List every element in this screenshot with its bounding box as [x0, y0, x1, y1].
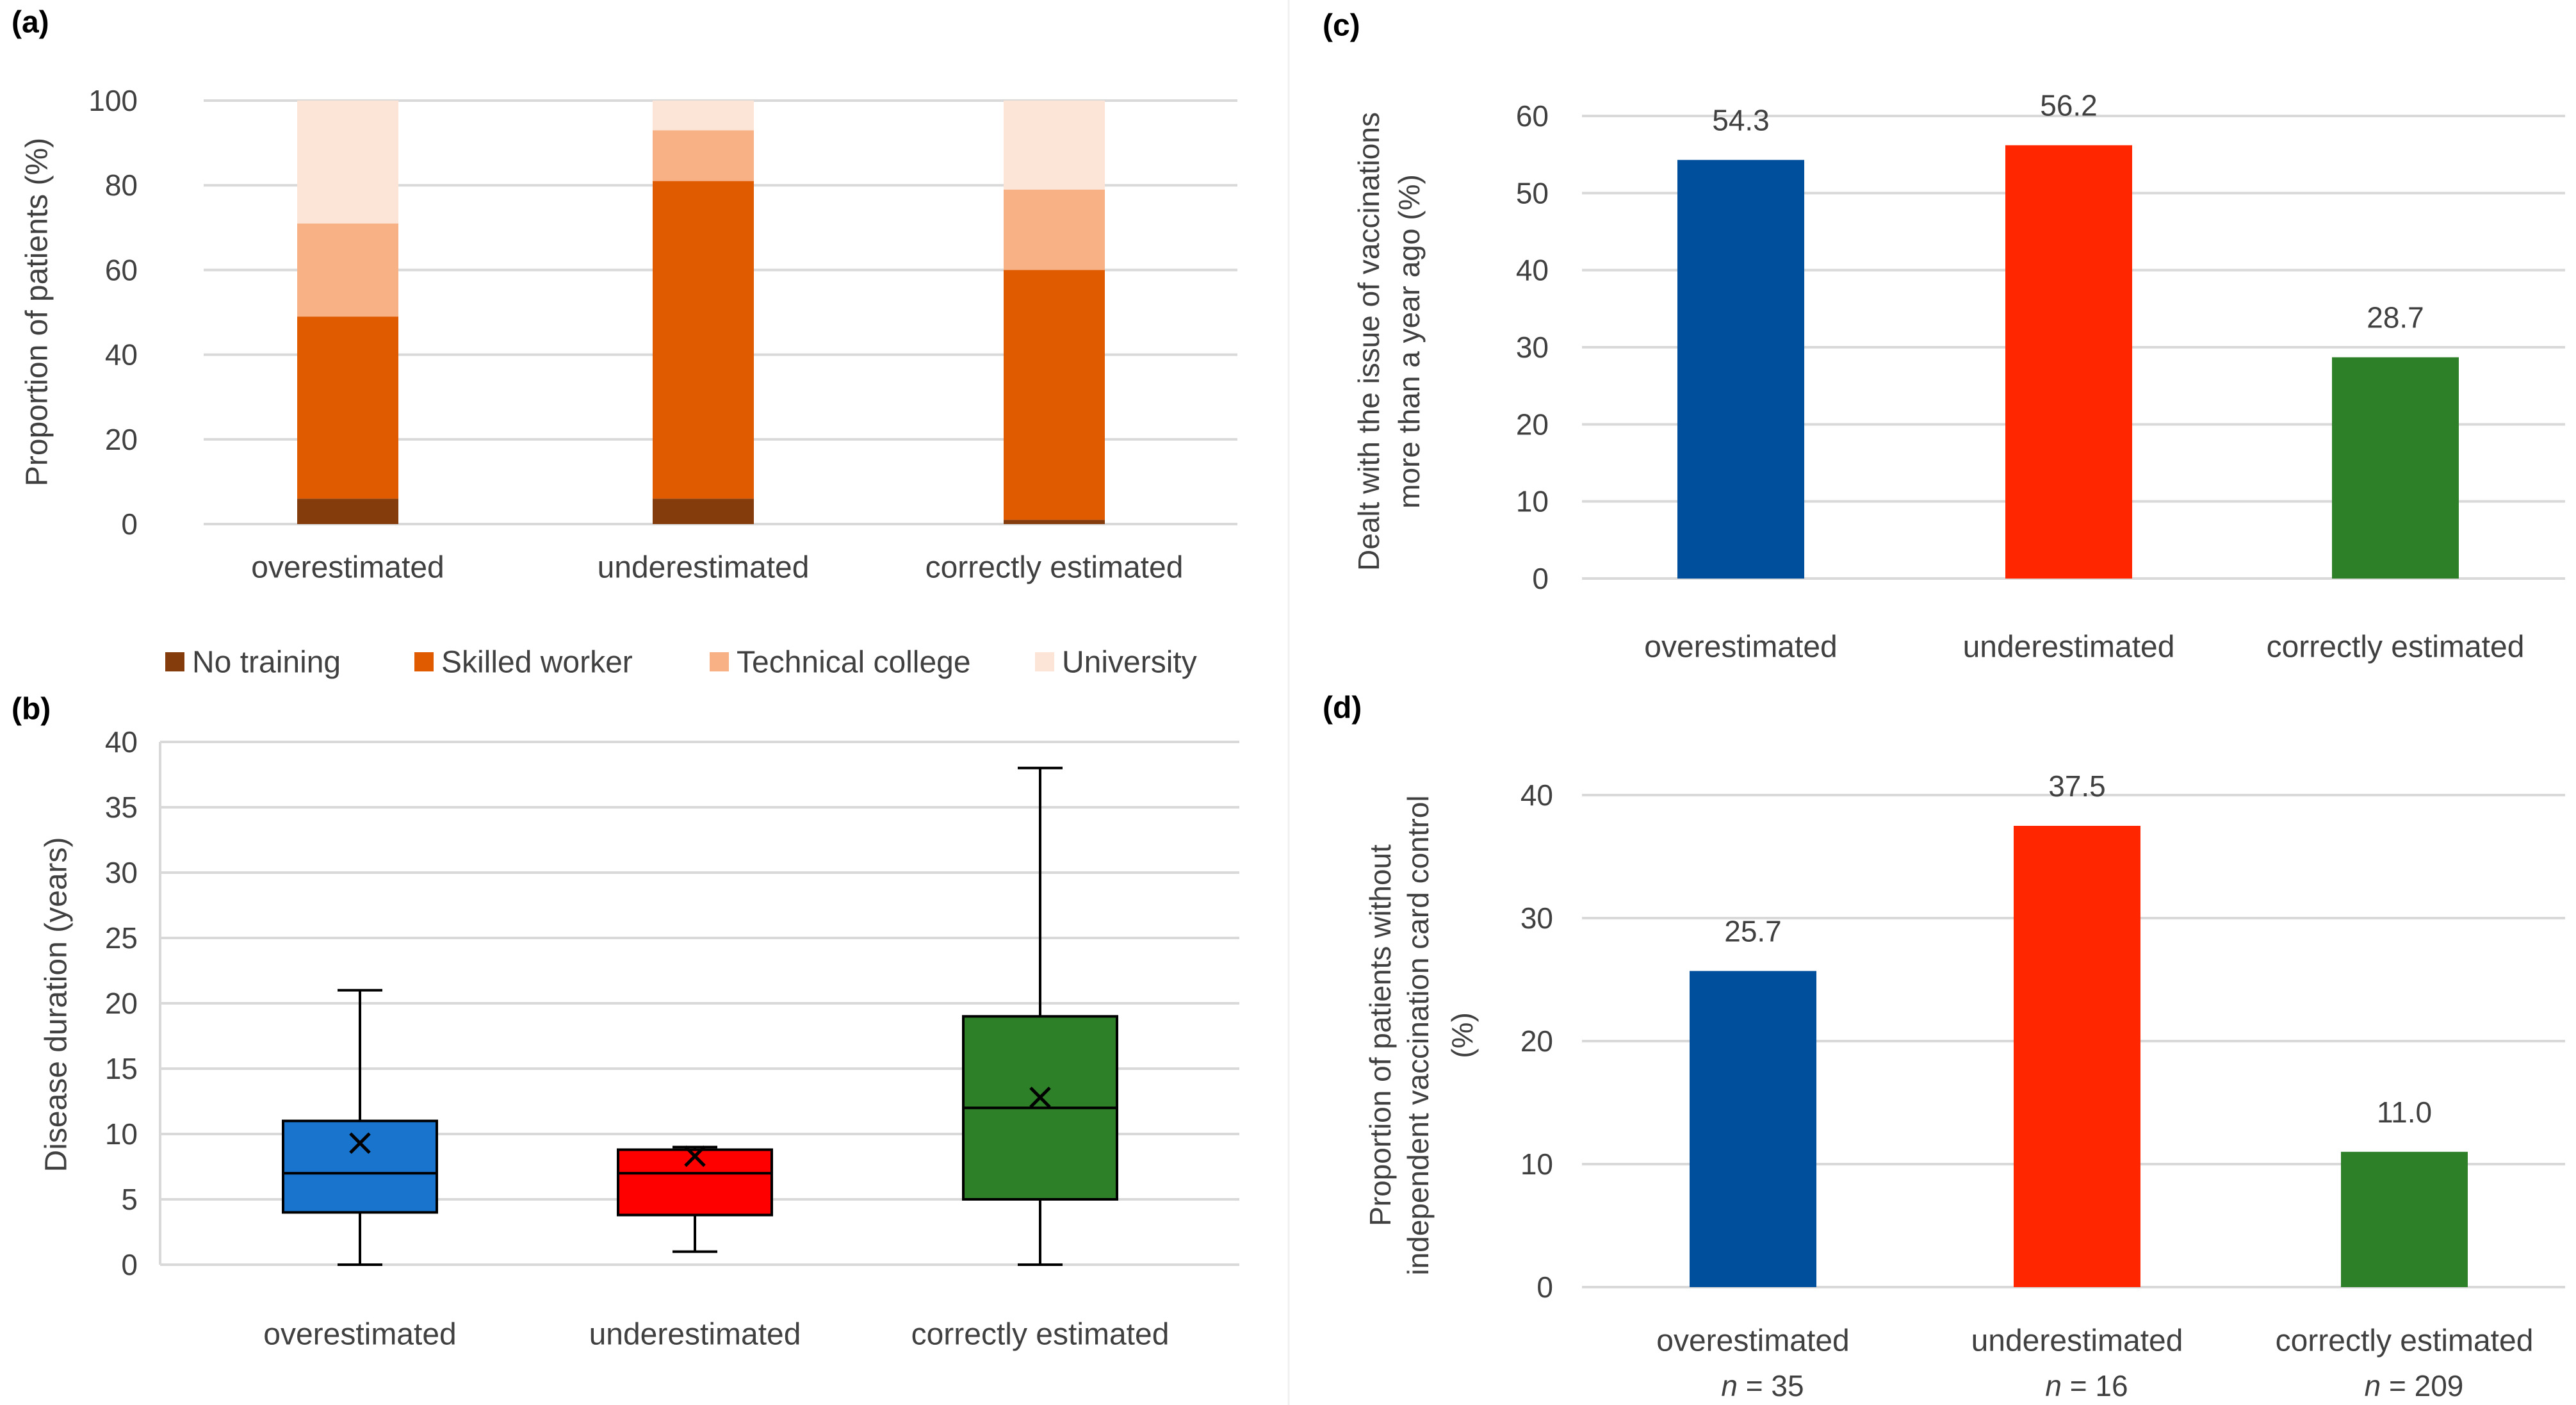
panel-c-ytick-label: 40 [1516, 254, 1549, 287]
panel-c-y-axis-title-line2: more than a year ago (%) [1392, 174, 1426, 509]
panel-a-category-label: underestimated [598, 551, 810, 585]
panel-d-ytick-label: 40 [1520, 778, 1553, 812]
panel-d-y-axis-title-line1: Proportion of patients without [1364, 844, 1397, 1226]
panel-b-ytick-label: 0 [121, 1248, 138, 1281]
panel-label-c: (c) [1323, 9, 1360, 43]
panel-c-data-label: 28.7 [2367, 301, 2424, 334]
panel-c-category-label: overestimated [1644, 630, 1837, 664]
panel-b-ytick-label: 40 [105, 725, 138, 759]
panel-b-category-label: underestimated [589, 1318, 801, 1352]
panel-a-bar-segment [653, 181, 754, 499]
panel-c-category-label: correctly estimated [2267, 630, 2525, 664]
panel-d-n-label: n = 35 [1721, 1369, 1804, 1402]
panel-a-ytick-label: 0 [121, 507, 138, 541]
panel-c-category-label: underestimated [1963, 630, 2175, 664]
panel-c-bar [2005, 145, 2132, 579]
panel-a-bar-segment [653, 101, 754, 131]
panel-a-ytick-label: 100 [88, 84, 138, 117]
panel-b-ytick-label: 5 [121, 1183, 138, 1216]
panel-a-bar-segment [297, 498, 398, 524]
panel-b-ytick-label: 25 [105, 921, 138, 955]
panel-a-y-axis-title: Proportion of patients (%) [20, 138, 54, 486]
panel-a-bar-segment [297, 101, 398, 224]
panel-a-legend-swatch [165, 652, 184, 671]
panel-c-bar [1677, 160, 1804, 579]
panel-b-ytick-label: 10 [105, 1117, 138, 1151]
panel-c-ytick-label: 10 [1516, 485, 1549, 518]
panel-b-y-axis-title: Disease duration (years) [40, 837, 74, 1172]
panel-b-category-label: correctly estimated [911, 1318, 1170, 1352]
panel-a-legend-swatch [1035, 652, 1054, 671]
panel-c-bar [2332, 357, 2459, 579]
panel-d-bar [2014, 826, 2140, 1287]
panel-b-ytick-label: 15 [105, 1052, 138, 1085]
panel-a-bar-segment [1004, 101, 1105, 190]
panel-a-bar-segment [297, 316, 398, 499]
panel-a-bar-segment [653, 130, 754, 181]
panel-b-box [282, 1119, 438, 1214]
panel-a-bar-segment [1004, 270, 1105, 520]
panel-a-ytick-label: 40 [105, 338, 138, 372]
panel-label-b: (b) [12, 693, 51, 727]
panel-a-bar-segment [297, 223, 398, 317]
panel-c-data-label: 56.2 [2040, 89, 2098, 122]
panel-d-bar [2341, 1151, 2468, 1287]
panel-a-bar-segment [1004, 189, 1105, 270]
panel-d-category-label: overestimated [1656, 1324, 1849, 1358]
panel-a-ytick-label: 60 [105, 253, 138, 286]
panel-a-legend-label: Technical college [737, 646, 971, 680]
panel-d-y-axis-title-line2: independent vaccination card control [1401, 795, 1435, 1275]
panel-c-data-label: 54.3 [1712, 104, 1770, 137]
panel-c-ytick-label: 30 [1516, 331, 1549, 364]
panel-d-data-label: 37.5 [2048, 769, 2106, 803]
panel-label-d: (d) [1323, 691, 1362, 725]
panel-a-legend-label: No training [192, 646, 341, 680]
panel-b-category-label: overestimated [263, 1318, 456, 1352]
panel-b-ytick-label: 35 [105, 791, 138, 824]
panel-d-data-label: 25.7 [1724, 915, 1782, 948]
panel-a-legend-label: University [1062, 646, 1197, 680]
panel-c-ytick-label: 20 [1516, 407, 1549, 441]
panel-a-bar-segment [1004, 520, 1105, 524]
panel-b-ytick-label: 20 [105, 987, 138, 1020]
panel-d-ytick-label: 0 [1537, 1270, 1553, 1304]
panel-c-ytick-label: 0 [1532, 562, 1549, 595]
panel-a-ytick-label: 80 [105, 168, 138, 202]
panel-a-category-label: overestimated [251, 551, 444, 585]
panel-b-ytick-label: 30 [105, 856, 138, 889]
panel-b-box [617, 1148, 773, 1217]
panel-a-category-label: correctly estimated [925, 551, 1184, 585]
panel-c-y-axis-title-line1: Dealt with the issue of vaccinations [1352, 112, 1385, 571]
panel-d-ytick-label: 20 [1520, 1024, 1553, 1058]
panel-d-ytick-label: 10 [1520, 1147, 1553, 1181]
panel-d-ytick-label: 30 [1520, 901, 1553, 935]
panel-d-bar [1690, 971, 1816, 1287]
panel-b-mean-marker [1029, 1087, 1051, 1108]
panel-a-legend-label: Skilled worker [441, 646, 633, 680]
panel-d-data-label: 11.0 [2377, 1096, 2432, 1129]
panel-a-legend-swatch [414, 652, 434, 671]
panel-a-bar-segment [653, 498, 754, 524]
panel-b-mean-marker [684, 1145, 706, 1167]
panel-label-a: (a) [12, 6, 49, 40]
panel-d-category-label: correctly estimated [2276, 1324, 2534, 1358]
panel-c-ytick-label: 50 [1516, 176, 1549, 210]
panel-a-ytick-label: 20 [105, 423, 138, 456]
panel-c-ytick-label: 60 [1516, 99, 1549, 133]
panel-b-mean-marker [349, 1132, 371, 1154]
panel-d-n-label: n = 209 [2365, 1369, 2464, 1402]
panel-a-legend-swatch [710, 652, 729, 671]
panel-d-category-label: underestimated [1971, 1324, 2183, 1358]
panel-d-n-label: n = 16 [2045, 1369, 2128, 1402]
panel-d-y-axis-title-line3: (%) [1446, 1012, 1479, 1058]
